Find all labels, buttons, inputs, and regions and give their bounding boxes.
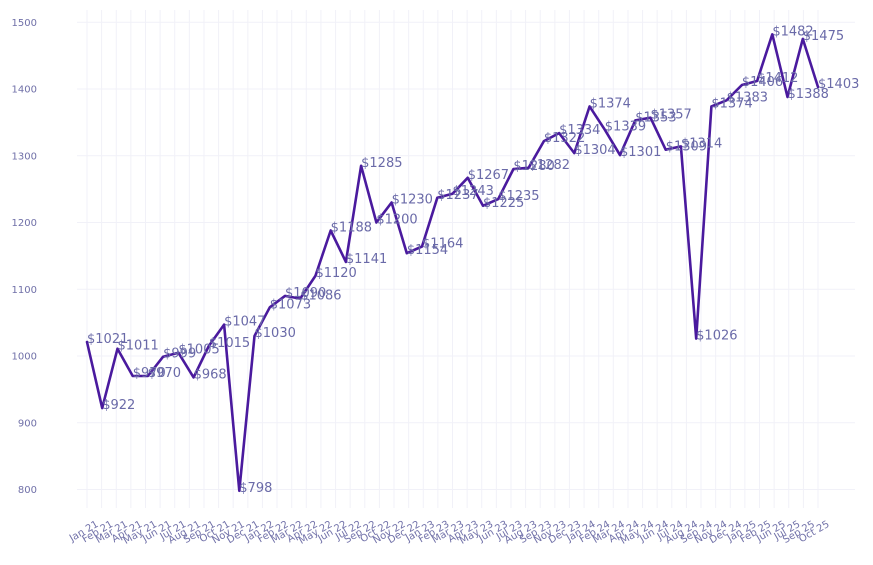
data-label: $1141 [346, 252, 387, 267]
data-label: $1314 [681, 136, 722, 151]
data-label: $1322 [544, 131, 585, 146]
data-label: $1339 [605, 120, 646, 135]
data-label: $1374 [590, 96, 631, 111]
y-tick-label: 800 [18, 485, 37, 496]
data-label: $1475 [803, 29, 844, 44]
plot-area: $1021 $922 $1011 $970$970 $999$1005 $968 $1015… [85, 24, 859, 496]
data-label: $1301 [620, 145, 661, 160]
data-label: $1357 [650, 108, 691, 123]
data-label: $1374 [711, 96, 752, 111]
y-tick-label: 1500 [12, 18, 37, 29]
data-label: $1154 [407, 243, 448, 258]
data-label: $1334 [559, 123, 600, 138]
y-axis: 800 900 1000 1100 1200 1300 1400 1500 [12, 18, 37, 496]
data-label: $999 [163, 347, 196, 362]
data-label: $1011 [117, 339, 158, 354]
x-tick-label: Oct 25 [797, 519, 831, 545]
data-label: $1243 [453, 184, 494, 199]
grid-lines [77, 10, 855, 508]
data-label: $1230 [392, 192, 433, 207]
data-label: $1090 [285, 286, 326, 301]
data-label: $922 [102, 398, 135, 413]
data-label: $1120 [315, 266, 356, 281]
data-label: $1021 [87, 332, 128, 347]
data-label: $1406 [742, 75, 783, 90]
y-tick-label: 1400 [12, 85, 37, 96]
data-label: $1282 [529, 158, 570, 173]
data-label: $1015 [209, 336, 250, 351]
data-label: $1280 [513, 159, 554, 174]
data-label: $1412 [757, 71, 798, 86]
y-tick-label: 1000 [12, 352, 37, 363]
data-label: $1383 [727, 90, 768, 105]
data-label: $1353 [635, 110, 676, 125]
y-tick-label: 1200 [12, 218, 37, 229]
data-label: $1388 [788, 87, 829, 102]
data-label: $1237 [437, 188, 478, 203]
data-label: $1309 [666, 140, 707, 155]
data-label: $798 [239, 481, 272, 496]
data-label: $1482 [772, 24, 813, 39]
data-label: $1267 [468, 168, 509, 183]
data-label: $1047 [224, 315, 265, 330]
data-label: $1073 [270, 297, 311, 312]
data-label: $1225 [483, 196, 524, 211]
data-label: $1030 [255, 326, 296, 341]
data-label: $1086 [300, 289, 341, 304]
data-label: $1188 [331, 221, 372, 236]
data-label: $1304 [574, 143, 615, 158]
y-tick-label: 1100 [12, 285, 37, 296]
data-label: $1235 [498, 189, 539, 204]
series-line [85, 32, 820, 493]
data-label: $970 [133, 366, 166, 381]
data-label: $968 [194, 367, 227, 382]
data-label: $1164 [422, 237, 463, 252]
data-label: $970 [148, 366, 181, 381]
data-label: $1200 [376, 213, 417, 228]
data-label: $1285 [361, 156, 402, 171]
data-label: $1026 [696, 329, 737, 344]
data-label: $1005 [178, 343, 219, 358]
data-label: $1403 [818, 77, 859, 92]
y-tick-label: 900 [18, 418, 37, 429]
y-tick-label: 1300 [12, 151, 37, 162]
